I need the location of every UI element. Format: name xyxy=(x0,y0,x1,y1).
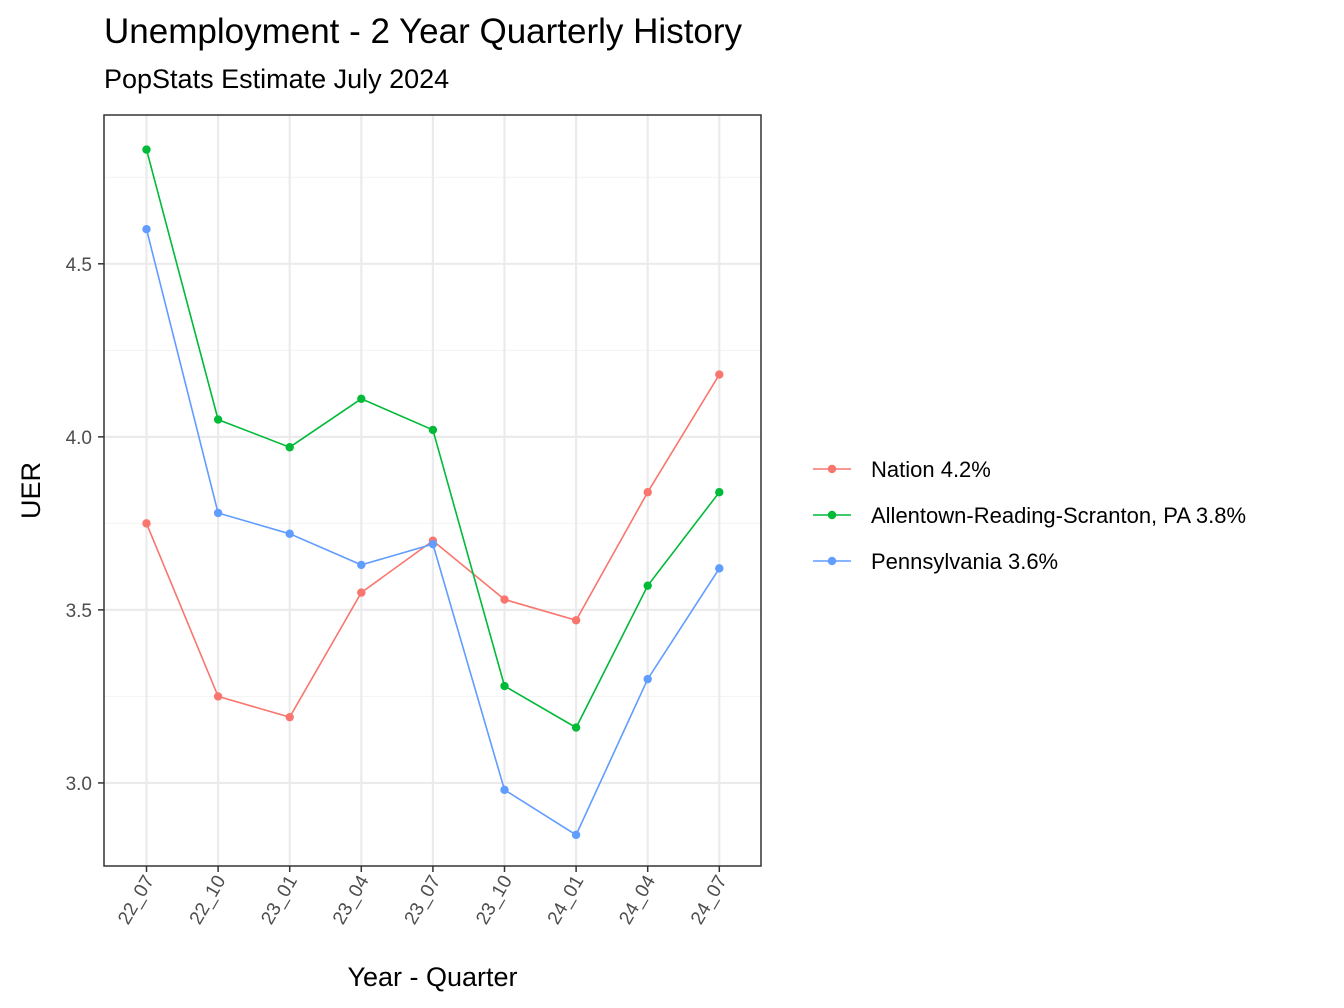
data-point xyxy=(357,588,366,597)
legend: Nation 4.2% Allentown-Reading-Scranton, P… xyxy=(813,457,1246,574)
x-tick-label: 23_04 xyxy=(329,872,374,929)
x-tick-label: 23_01 xyxy=(257,872,302,928)
legend-label: Nation 4.2% xyxy=(871,457,991,482)
data-point xyxy=(500,681,509,691)
legend-label: Allentown-Reading-Scranton, PA 3.8% xyxy=(871,503,1246,528)
data-point xyxy=(142,145,151,154)
data-point xyxy=(643,674,652,684)
data-point xyxy=(500,785,509,795)
data-point xyxy=(643,488,652,497)
chart-subtitle: PopStats Estimate July 2024 xyxy=(104,64,450,94)
x-axis: 22_07 22_10 23_01 23_04 23_07 23_10 24_01 24_04… xyxy=(114,866,732,929)
y-tick-label: 3.5 xyxy=(66,601,92,622)
x-tick-label: 22_07 xyxy=(114,872,159,928)
data-point xyxy=(715,370,724,379)
data-point xyxy=(571,723,581,732)
data-point xyxy=(571,616,581,625)
y-axis: 3.0 3.5 4.0 4.5 xyxy=(66,255,104,795)
data-point xyxy=(428,425,438,435)
data-point xyxy=(643,581,652,590)
x-tick-label: 22_10 xyxy=(186,872,231,928)
x-axis-title: Year - Quarter xyxy=(347,962,517,992)
data-point xyxy=(285,443,294,452)
x-tick-label: 23_10 xyxy=(472,872,517,928)
data-point xyxy=(357,560,366,570)
legend-key-point xyxy=(827,464,837,474)
series-layer xyxy=(142,145,724,840)
data-point xyxy=(213,508,223,518)
y-tick-label: 4.0 xyxy=(66,428,92,449)
legend-key-point xyxy=(827,556,837,566)
data-point xyxy=(142,519,151,528)
data-point xyxy=(357,394,366,403)
data-point xyxy=(500,595,509,604)
data-point xyxy=(285,529,294,538)
data-point xyxy=(285,712,294,722)
x-tick-label: 24_04 xyxy=(615,872,660,929)
data-point xyxy=(142,225,151,234)
y-tick-label: 4.5 xyxy=(66,255,92,276)
data-point xyxy=(715,564,724,573)
x-tick-label: 24_01 xyxy=(544,872,589,928)
data-point xyxy=(571,830,581,840)
x-tick-label: 23_07 xyxy=(401,872,446,928)
y-tick-label: 3.0 xyxy=(66,774,92,795)
data-point xyxy=(213,692,223,701)
chart-title: Unemployment - 2 Year Quarterly History xyxy=(104,12,743,51)
data-point xyxy=(428,539,438,549)
legend-key-point xyxy=(827,510,837,520)
legend-label: Pennsylvania 3.6% xyxy=(871,549,1058,574)
y-axis-title: UER xyxy=(16,462,46,519)
x-tick-label: 24_07 xyxy=(687,872,732,928)
data-point xyxy=(213,415,223,424)
data-point xyxy=(715,488,724,497)
